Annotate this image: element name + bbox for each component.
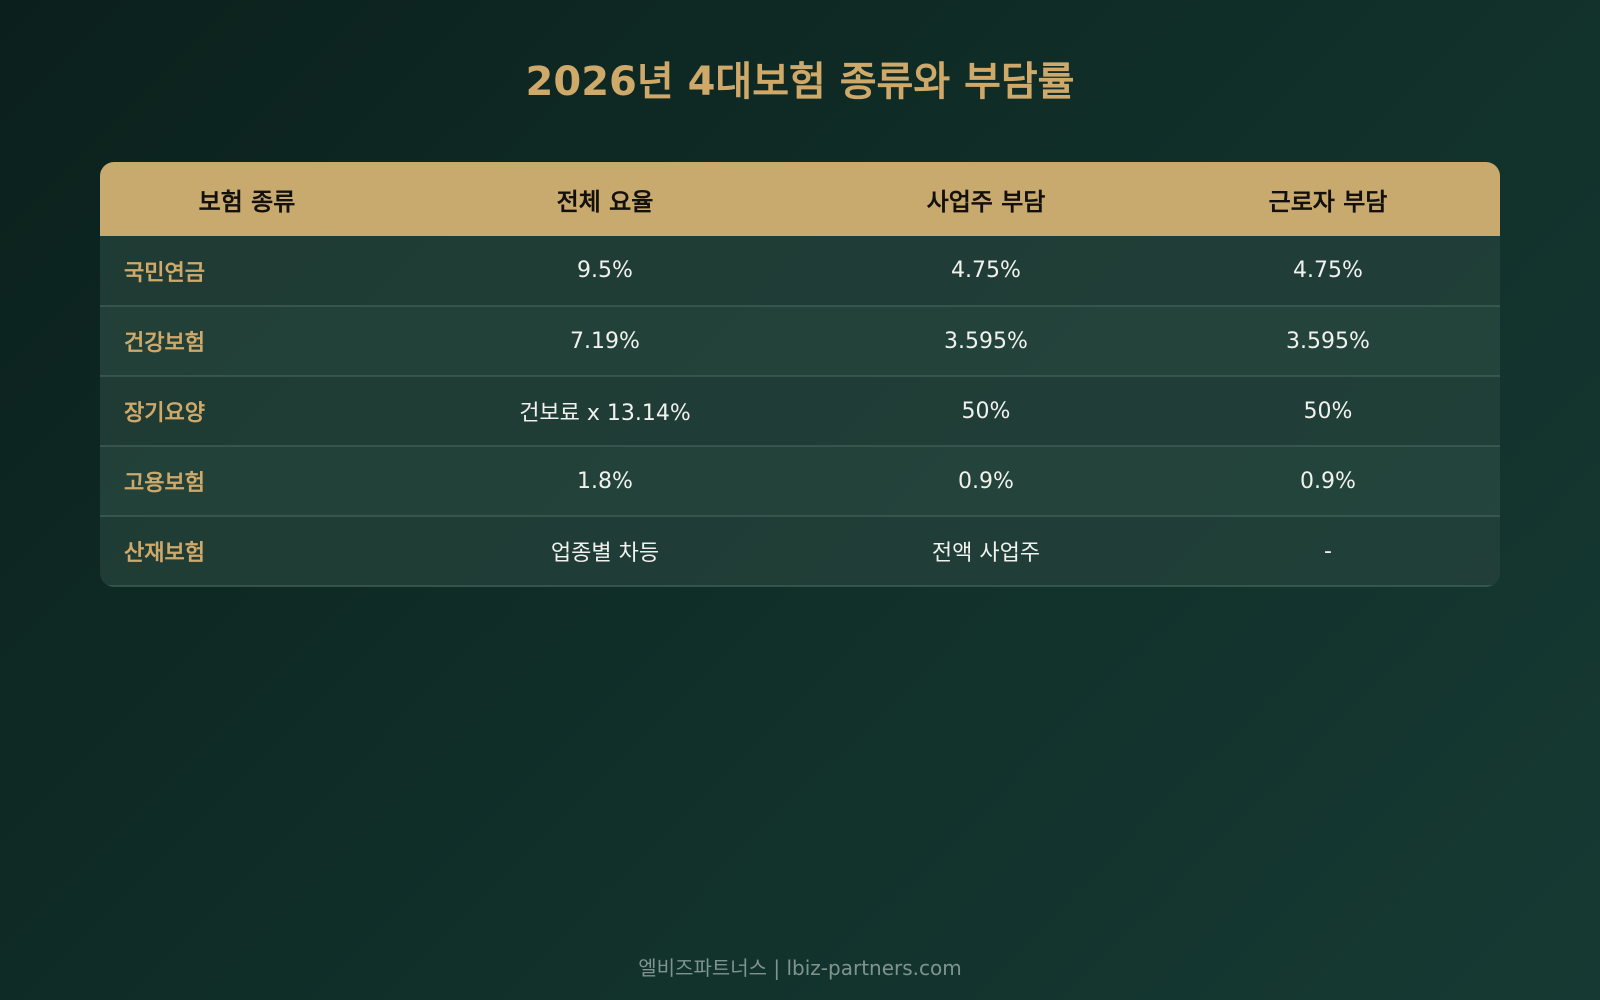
row-employer-share: 3.595%	[944, 328, 1028, 354]
table-body: 국민연금 9.5% 4.75% 4.75% 건강보험 7.19% 3.595% …	[100, 236, 1500, 586]
row-total-rate: 업종별 차등	[550, 541, 660, 566]
row-insurance-name: 산재보험	[124, 541, 205, 566]
table-row: 산재보험 업종별 차등 전액 사업주 -	[100, 516, 1500, 586]
row-employer-share: 4.75%	[951, 258, 1021, 283]
header-employee-share: 근로자 부담	[1268, 187, 1388, 216]
row-insurance-name: 건강보험	[124, 331, 205, 356]
header-employer-share: 사업주 부담	[926, 187, 1046, 216]
row-employee-share: 4.75%	[1293, 258, 1363, 283]
table-row: 고용보험 1.8% 0.9% 0.9%	[100, 446, 1500, 516]
row-employer-share: 전액 사업주	[931, 541, 1041, 566]
row-employee-share: 3.595%	[1286, 328, 1370, 354]
page-title: 2026년 4대보험 종류와 부담률	[525, 59, 1075, 105]
table-row: 장기요양 건보료 x 13.14% 50% 50%	[100, 376, 1500, 446]
row-total-rate: 1.8%	[577, 468, 633, 494]
row-insurance-name: 국민연금	[124, 260, 205, 286]
row-employee-share: 50%	[1303, 398, 1353, 424]
row-employer-share: 0.9%	[958, 468, 1014, 494]
row-total-rate: 7.19%	[570, 328, 640, 354]
header-insurance-type: 보험 종류	[198, 187, 296, 216]
row-employer-share: 50%	[961, 398, 1011, 424]
row-insurance-name: 장기요양	[124, 401, 205, 426]
insurance-rate-table: 보험 종류 전체 요율 사업주 부담 근로자 부담 국민연금 9.5% 4.75…	[100, 162, 1500, 587]
row-total-rate: 건보료 x 13.14%	[519, 401, 691, 426]
header-total-rate: 전체 요율	[556, 187, 654, 216]
table-header: 보험 종류 전체 요율 사업주 부담 근로자 부담	[100, 162, 1500, 236]
table-row: 건강보험 7.19% 3.595% 3.595%	[100, 306, 1500, 376]
row-employee-share: -	[1324, 538, 1332, 564]
row-total-rate: 9.5%	[577, 258, 633, 283]
header-row: 보험 종류 전체 요율 사업주 부담 근로자 부담	[100, 162, 1500, 236]
footer-credit: 엘비즈파트너스 | lbiz-partners.com	[638, 956, 962, 980]
row-insurance-name: 고용보험	[124, 471, 205, 496]
table-row: 국민연금 9.5% 4.75% 4.75%	[100, 236, 1500, 306]
row-employee-share: 0.9%	[1300, 468, 1356, 494]
